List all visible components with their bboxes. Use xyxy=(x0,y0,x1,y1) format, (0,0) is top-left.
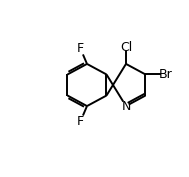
Text: N: N xyxy=(121,99,131,113)
Text: F: F xyxy=(77,115,84,128)
Text: F: F xyxy=(77,42,84,55)
Text: Br: Br xyxy=(159,68,173,81)
Text: Cl: Cl xyxy=(120,41,132,54)
